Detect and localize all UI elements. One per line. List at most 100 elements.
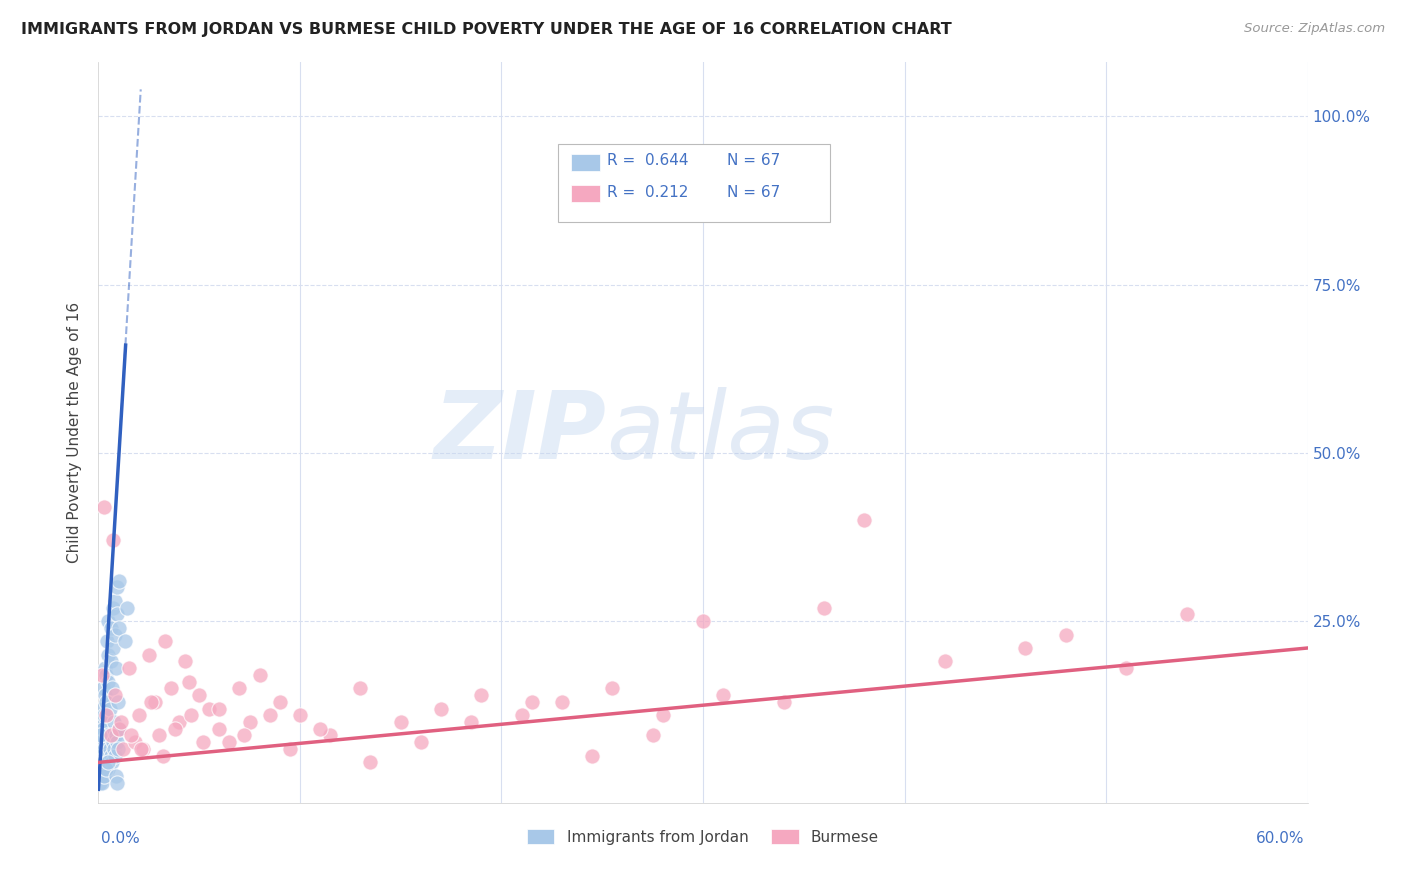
Point [107,742,129,756]
Point [97,762,120,776]
Text: R =  0.644: R = 0.644 [607,153,689,169]
Point [96,748,118,763]
Point [470,688,492,702]
Legend: Immigrants from Jordan, Burmese: Immigrants from Jordan, Burmese [520,822,886,851]
Point [269,695,291,709]
Point [98,742,121,756]
Point [249,668,271,682]
Point [91,729,114,743]
Text: IMMIGRANTS FROM JORDAN VS BURMESE CHILD POVERTY UNDER THE AGE OF 16 CORRELATION : IMMIGRANTS FROM JORDAN VS BURMESE CHILD … [21,22,952,37]
Point [96,695,118,709]
Point [198,701,221,715]
Point [101,600,124,615]
Point [430,701,453,715]
Point [96,708,118,723]
Point [278,742,301,756]
Point [139,695,162,709]
Point [239,714,262,729]
Point [208,722,231,736]
Point [510,708,533,723]
Point [128,708,150,723]
Point [180,708,202,723]
Text: Source: ZipAtlas.com: Source: ZipAtlas.com [1244,22,1385,36]
Point [93,500,115,514]
Text: N = 67: N = 67 [727,153,780,169]
Point [148,729,170,743]
Point [138,648,160,662]
FancyBboxPatch shape [571,185,600,202]
Point [93,762,115,776]
Point [309,722,332,736]
Point [259,708,281,723]
Point [101,640,124,655]
Point [179,674,201,689]
Point [107,722,129,736]
Point [96,634,118,648]
Text: 60.0%: 60.0% [1257,831,1305,846]
Point [98,701,121,715]
Point [934,655,956,669]
Point [1014,640,1036,655]
Text: R =  0.212: R = 0.212 [607,185,689,200]
Point [94,688,117,702]
Point [124,735,146,749]
Point [104,661,127,675]
Point [94,769,117,783]
Point [91,681,114,696]
Point [120,729,142,743]
Point [100,748,122,763]
Point [111,742,134,756]
Point [90,714,112,729]
Point [100,681,122,696]
Point [692,614,714,628]
Point [89,762,111,776]
Point [97,614,120,628]
Point [105,775,128,789]
Text: ZIP: ZIP [433,386,606,479]
Text: atlas: atlas [606,387,835,478]
Point [96,668,118,682]
Point [174,655,197,669]
Point [103,688,125,702]
FancyBboxPatch shape [558,144,830,221]
Point [152,748,174,763]
Point [101,533,124,548]
Point [93,756,115,770]
Point [91,668,114,682]
Point [91,769,114,783]
Point [160,681,183,696]
Point [93,722,115,736]
Point [132,742,155,756]
Point [232,729,254,743]
Point [100,756,122,770]
Point [97,674,120,689]
Point [94,661,117,675]
Y-axis label: Child Poverty Under the Age of 16: Child Poverty Under the Age of 16 [67,302,83,563]
Point [105,581,128,595]
Point [103,748,125,763]
Point [103,594,125,608]
Point [711,688,734,702]
Point [409,735,432,749]
Point [90,762,112,776]
Point [89,769,111,783]
Point [103,742,125,756]
Point [90,735,112,749]
Point [163,722,186,736]
Point [91,701,114,715]
Point [143,695,166,709]
Point [115,600,138,615]
Point [89,775,111,789]
Point [104,769,127,783]
Point [118,661,141,675]
Point [129,742,152,756]
Point [389,714,412,729]
Point [93,769,115,783]
Point [93,742,115,756]
Point [96,729,118,743]
Point [188,688,211,702]
Point [319,729,342,743]
Point [105,735,128,749]
Point [360,756,382,770]
Point [107,722,129,736]
